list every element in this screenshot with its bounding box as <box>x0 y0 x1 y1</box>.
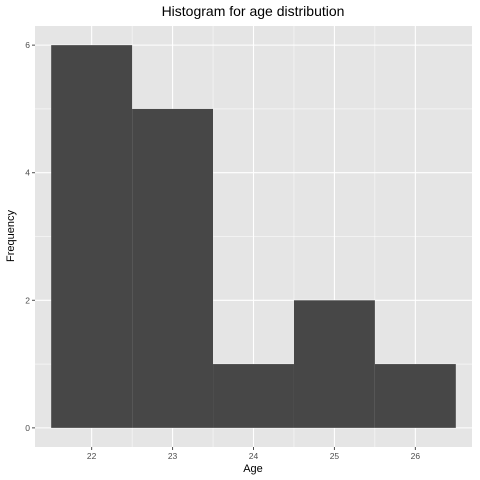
x-tick-label: 24 <box>249 451 259 461</box>
histogram-bar <box>132 108 214 428</box>
histogram-bar <box>374 364 456 428</box>
y-axis-title: Frequency <box>5 210 17 262</box>
chart-title: Histogram for age distribution <box>162 3 345 19</box>
x-tick-label: 23 <box>168 451 178 461</box>
y-axis: 0 2 4 6 <box>25 40 35 433</box>
x-tick-label: 26 <box>411 451 421 461</box>
y-tick-label: 2 <box>25 295 30 305</box>
x-axis-title: Age <box>243 463 263 475</box>
histogram-bar <box>213 364 294 428</box>
y-tick-label: 6 <box>25 40 30 50</box>
histogram-bars <box>51 45 456 428</box>
x-tick-label: 22 <box>87 451 97 461</box>
y-tick-label: 0 <box>25 423 30 433</box>
x-axis: 22 23 24 25 26 <box>87 447 420 461</box>
x-tick-label: 25 <box>330 451 340 461</box>
y-tick-label: 4 <box>25 168 30 178</box>
histogram-bar <box>51 45 133 428</box>
histogram-bar <box>293 300 375 428</box>
